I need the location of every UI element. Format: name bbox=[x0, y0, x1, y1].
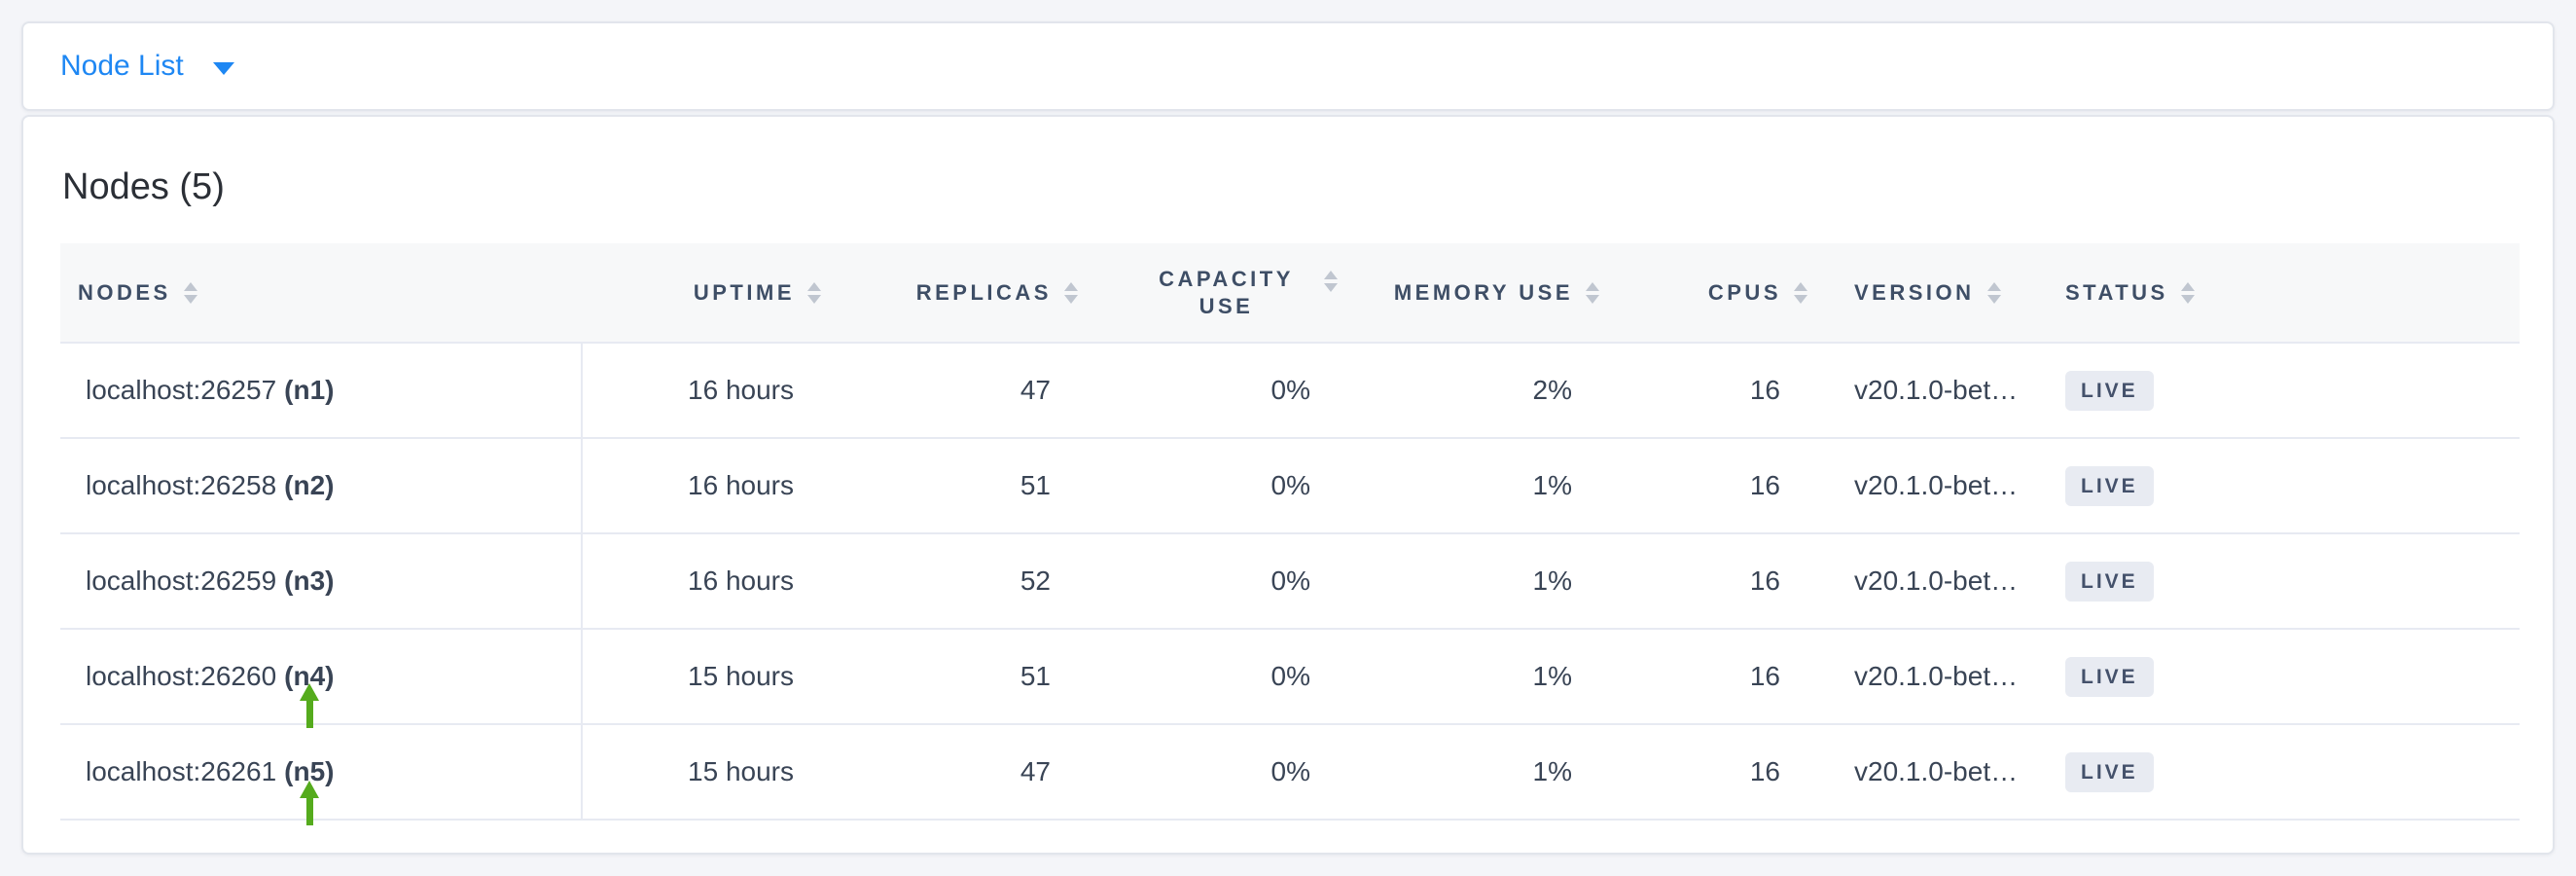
replicas-cell: 51 bbox=[821, 438, 1078, 534]
node-list-dropdown[interactable]: Node List bbox=[60, 50, 234, 83]
uptime-cell: 16 hours bbox=[582, 438, 821, 534]
sort-icon bbox=[1324, 270, 1338, 292]
sort-icon bbox=[1586, 281, 1599, 304]
memory-use-cell: 1% bbox=[1338, 629, 1599, 725]
column-header-version[interactable]: Version bbox=[1807, 243, 2033, 344]
memory-use-cell: 1% bbox=[1338, 533, 1599, 630]
memory-use-cell: 2% bbox=[1338, 343, 1599, 439]
node-address-cell: localhost:26259 (n3) bbox=[60, 533, 583, 630]
cpus-cell: 16 bbox=[1599, 629, 1807, 725]
column-header-capacity-use[interactable]: Capacity Use bbox=[1078, 243, 1338, 344]
cpus-cell: 16 bbox=[1599, 533, 1807, 630]
replicas-cell: 47 bbox=[821, 724, 1078, 821]
status-cell: LIVE bbox=[2033, 438, 2520, 534]
node-id: (n2) bbox=[284, 470, 335, 500]
capacity-use-cell: 0% bbox=[1078, 438, 1338, 534]
status-cell: LIVE bbox=[2033, 629, 2520, 725]
annotation-arrow-n4 bbox=[300, 683, 319, 728]
sort-icon bbox=[2180, 281, 2195, 304]
page-title: Nodes (5) bbox=[62, 166, 225, 207]
node-address-cell: localhost:26257 (n1) bbox=[60, 343, 583, 439]
cpus-cell: 16 bbox=[1599, 724, 1807, 821]
status-badge: LIVE bbox=[2065, 751, 2154, 792]
annotation-arrow-n5 bbox=[300, 781, 319, 825]
status-badge: LIVE bbox=[2065, 370, 2154, 411]
status-badge: LIVE bbox=[2065, 561, 2154, 602]
arrow-up-icon bbox=[300, 683, 319, 701]
node-address-cell: localhost:26261 (n5) bbox=[60, 724, 583, 821]
status-cell: LIVE bbox=[2033, 533, 2520, 630]
cpus-cell: 16 bbox=[1599, 438, 1807, 534]
column-header-replicas[interactable]: Replicas bbox=[821, 243, 1078, 344]
table-row: localhost:26258 (n2) 16 hours 51 0% 1% 16… bbox=[60, 438, 2520, 534]
column-header-uptime[interactable]: Uptime bbox=[582, 243, 821, 344]
replicas-cell: 47 bbox=[821, 343, 1078, 439]
column-header-memory-use[interactable]: Memory Use bbox=[1338, 243, 1599, 344]
memory-use-cell: 1% bbox=[1338, 724, 1599, 821]
column-header-cpus[interactable]: CPUs bbox=[1599, 243, 1807, 344]
version-cell: v20.1.0-bet… bbox=[1807, 629, 2033, 725]
uptime-cell: 15 hours bbox=[582, 629, 821, 725]
node-list-dropdown-label: Node List bbox=[60, 50, 184, 82]
status-cell: LIVE bbox=[2033, 724, 2520, 821]
node-id: (n1) bbox=[284, 375, 335, 405]
capacity-use-cell: 0% bbox=[1078, 724, 1338, 821]
table-header-row: Nodes Uptime Replicas bbox=[60, 243, 2520, 344]
version-cell: v20.1.0-bet… bbox=[1807, 724, 2033, 821]
uptime-cell: 16 hours bbox=[582, 533, 821, 630]
uptime-cell: 16 hours bbox=[582, 343, 821, 439]
memory-use-cell: 1% bbox=[1338, 438, 1599, 534]
column-header-nodes[interactable]: Nodes bbox=[60, 243, 582, 344]
arrow-up-icon bbox=[300, 781, 319, 798]
replicas-cell: 52 bbox=[821, 533, 1078, 630]
chevron-down-icon bbox=[212, 61, 234, 75]
status-cell: LIVE bbox=[2033, 343, 2520, 439]
node-id: (n3) bbox=[284, 566, 335, 596]
version-cell: v20.1.0-bet… bbox=[1807, 533, 2033, 630]
sort-icon bbox=[183, 281, 197, 304]
capacity-use-cell: 0% bbox=[1078, 343, 1338, 439]
column-header-status[interactable]: Status bbox=[2033, 243, 2520, 344]
table-row: localhost:26257 (n1) 16 hours 47 0% 2% 16… bbox=[60, 343, 2520, 439]
sort-icon bbox=[807, 281, 821, 304]
version-cell: v20.1.0-bet… bbox=[1807, 343, 2033, 439]
replicas-cell: 51 bbox=[821, 629, 1078, 725]
version-cell: v20.1.0-bet… bbox=[1807, 438, 2033, 534]
node-address-cell: localhost:26260 (n4) bbox=[60, 629, 583, 725]
status-badge: LIVE bbox=[2065, 465, 2154, 506]
sort-icon bbox=[1986, 281, 2001, 304]
status-badge: LIVE bbox=[2065, 656, 2154, 697]
node-address-cell: localhost:26258 (n2) bbox=[60, 438, 583, 534]
sort-icon bbox=[1064, 281, 1078, 304]
sort-icon bbox=[1794, 281, 1807, 304]
nodes-table: Nodes Uptime Replicas bbox=[60, 243, 2520, 821]
uptime-cell: 15 hours bbox=[582, 724, 821, 821]
cpus-cell: 16 bbox=[1599, 343, 1807, 439]
view-selector-bar: Node List bbox=[21, 21, 2555, 111]
table-row: localhost:26259 (n3) 16 hours 52 0% 1% 16… bbox=[60, 533, 2520, 630]
table-row: localhost:26261 (n5) 15 hours 47 0% 1% 16… bbox=[60, 724, 2520, 821]
capacity-use-cell: 0% bbox=[1078, 629, 1338, 725]
capacity-use-cell: 0% bbox=[1078, 533, 1338, 630]
table-row: localhost:26260 (n4) 15 hours 51 0% 1% 16… bbox=[60, 629, 2520, 725]
nodes-panel: Nodes (5) Nodes Uptime bbox=[21, 115, 2555, 855]
